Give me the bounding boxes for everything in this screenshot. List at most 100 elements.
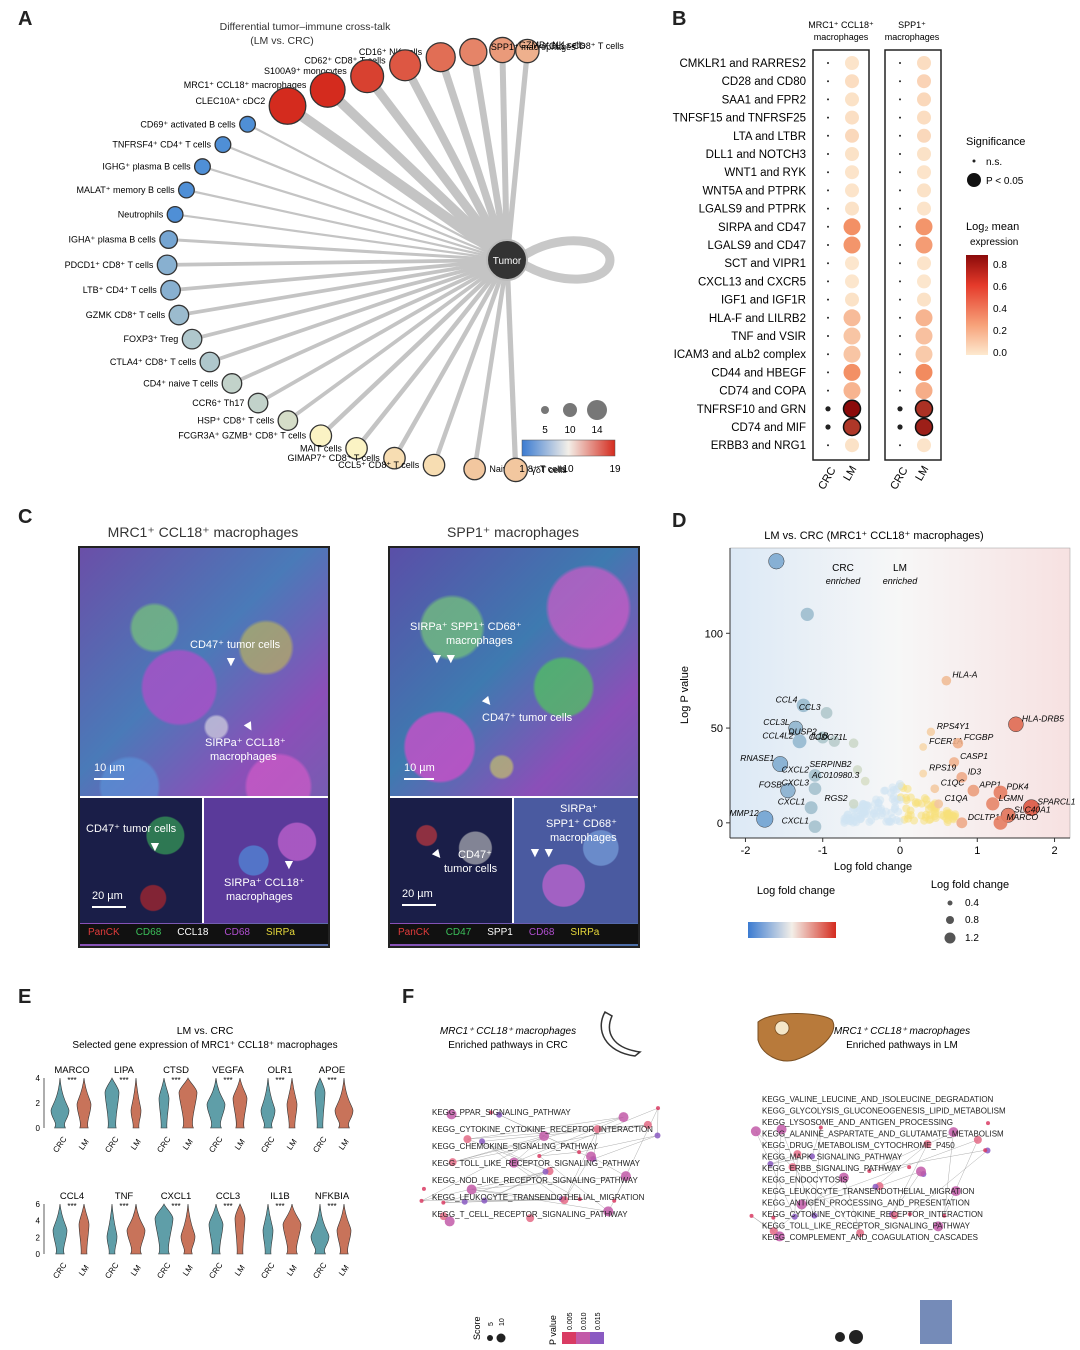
cell-type-node bbox=[177, 181, 195, 199]
ligand-receptor-label: WNT1 and RYK bbox=[724, 167, 806, 179]
cell-type-label: PDCD1⁺ CD8⁺ T cells bbox=[65, 260, 154, 270]
violin-y-tick: 2 bbox=[36, 1099, 41, 1108]
volcano-background-point bbox=[944, 810, 953, 819]
pathway-node bbox=[496, 1111, 503, 1118]
pathway-edge bbox=[471, 1189, 565, 1201]
cell-type-node bbox=[193, 158, 211, 176]
inset-left-1: CD47⁺ tumor cells ▼ 20 µm bbox=[80, 796, 204, 923]
arrow-icon: ▼▼ bbox=[430, 650, 458, 666]
violin bbox=[206, 1077, 226, 1129]
panel-c: C MRC1⁺ CCL18⁺ macrophages SPP1⁺ macroph… bbox=[0, 500, 660, 960]
pathway-edge bbox=[452, 1116, 624, 1163]
size-legend-5: 5 bbox=[542, 425, 548, 436]
lm-dot bbox=[917, 110, 931, 125]
crc-dot bbox=[899, 225, 901, 228]
pathway-edge bbox=[814, 1127, 822, 1216]
pathway-node bbox=[791, 1213, 798, 1220]
volcano-background-point bbox=[878, 809, 887, 818]
pathway-networks: MRC1⁺ CCL18⁺ macrophages Enriched pathwa… bbox=[419, 1010, 1006, 1345]
lm-dot bbox=[845, 183, 859, 198]
crc-dot bbox=[827, 153, 829, 155]
pathway-edge bbox=[564, 1128, 598, 1201]
pathway-node bbox=[796, 1199, 807, 1210]
ligand-receptor-label: CD74 and COPA bbox=[719, 386, 806, 398]
volcano-point bbox=[952, 737, 964, 749]
panel-e: E LM vs. CRC Selected gene expression of… bbox=[0, 960, 400, 1350]
volcano-point bbox=[1008, 716, 1024, 733]
size-legend: 5 10 14 bbox=[541, 400, 607, 436]
crc-dot bbox=[899, 280, 901, 283]
lm-dot bbox=[917, 292, 931, 307]
pathway-node bbox=[577, 1150, 582, 1155]
pathway-node bbox=[612, 1198, 617, 1203]
pathway-edge bbox=[481, 1141, 563, 1200]
volcano-background-point bbox=[862, 806, 871, 815]
y-tick-label: 0 bbox=[717, 818, 723, 830]
significance-stars: *** bbox=[171, 1076, 180, 1085]
crosstalk-edge bbox=[504, 50, 530, 261]
crc-dot bbox=[899, 244, 901, 246]
violin-group-label: CRC bbox=[311, 1261, 328, 1281]
left-inset2b: macrophages bbox=[226, 891, 293, 903]
cell-type-label: IGHA⁺ plasma B cells bbox=[69, 235, 157, 245]
violin bbox=[154, 1203, 174, 1255]
color-legend-1: 1 bbox=[519, 464, 525, 475]
pathway-edge bbox=[443, 1171, 546, 1203]
right-ann1a: SIRPa⁺ SPP1⁺ CD68⁺ bbox=[410, 621, 522, 633]
crosstalk-edge bbox=[472, 259, 510, 470]
sig-ns: n.s. bbox=[986, 157, 1002, 168]
crc-enriched-2: enriched bbox=[826, 576, 862, 586]
pathway-term: KEGG_TOLL_LIKE_RECEPTOR_SIGNALING_PATHWA… bbox=[762, 1222, 971, 1231]
violin-group-label: CRC bbox=[207, 1135, 224, 1155]
tumor-hub-label: Tumor bbox=[493, 256, 522, 267]
self-loop bbox=[517, 236, 615, 284]
lm-dot bbox=[914, 417, 934, 437]
gene-label: SLC40A1 bbox=[1014, 804, 1051, 814]
pathway-node bbox=[907, 1212, 912, 1217]
crosstalk-edge bbox=[257, 258, 508, 405]
panel-label-a: A bbox=[18, 8, 33, 30]
cell-type-node bbox=[159, 230, 179, 249]
pathway-node bbox=[479, 1138, 486, 1145]
crosstalk-edge bbox=[286, 258, 509, 423]
pathway-edge bbox=[579, 1135, 658, 1153]
violin bbox=[104, 1077, 120, 1129]
crosstalk-network: Differential tumor–immune cross-talk (LM… bbox=[65, 21, 624, 483]
pathway-term: KEGG_CHEMOKINE_SIGNALING_PATHWAY bbox=[432, 1142, 599, 1151]
crc-dot bbox=[899, 189, 901, 192]
volcano-background-point bbox=[885, 817, 894, 826]
violin bbox=[52, 1203, 68, 1255]
cell-type-node bbox=[277, 410, 299, 431]
pathway-node bbox=[915, 1166, 926, 1177]
gene-label: MARCO bbox=[1006, 812, 1038, 822]
panel-e-title2: Selected gene expression of MRC1⁺ CCL18⁺… bbox=[72, 1040, 337, 1051]
pathway-edge bbox=[421, 1135, 545, 1202]
violin-y-tick: 0 bbox=[36, 1124, 41, 1133]
color-legend-19: 19 bbox=[609, 464, 621, 475]
gene-name: VEGFA bbox=[212, 1065, 244, 1076]
violin-group-label: LM bbox=[129, 1263, 143, 1278]
crc-dot bbox=[899, 353, 901, 356]
ligand-receptor-label: DLL1 and NOTCH3 bbox=[706, 149, 806, 161]
crc-dot bbox=[899, 335, 901, 337]
pathway-term: KEGG_GLYCOLYSIS_GLUCONEOGENESIS_LIPID_ME… bbox=[762, 1107, 1006, 1116]
violin bbox=[76, 1077, 92, 1129]
pathway-edge bbox=[869, 1131, 954, 1172]
violin-y-tick: 4 bbox=[36, 1217, 41, 1226]
violin bbox=[158, 1077, 170, 1129]
crosstalk-edge bbox=[504, 259, 519, 471]
crosstalk-edge bbox=[401, 63, 511, 262]
violin bbox=[208, 1203, 224, 1255]
scale-bar bbox=[404, 778, 434, 780]
pathway-node bbox=[838, 1172, 849, 1183]
violin-group-label: LM bbox=[233, 1137, 247, 1152]
violin-group-label: LM bbox=[77, 1137, 91, 1152]
liver-icon bbox=[757, 1013, 835, 1062]
volcano-background-point bbox=[904, 814, 913, 823]
lm-dot bbox=[917, 183, 931, 198]
violin-group-label: CRC bbox=[103, 1261, 120, 1281]
col-group1b: macrophages bbox=[814, 32, 869, 42]
xlabel-lm-2: LM bbox=[913, 464, 931, 483]
lm-dot bbox=[845, 74, 859, 89]
cell-type-label: CCL5⁺ CD8⁺ T cells bbox=[338, 460, 420, 470]
